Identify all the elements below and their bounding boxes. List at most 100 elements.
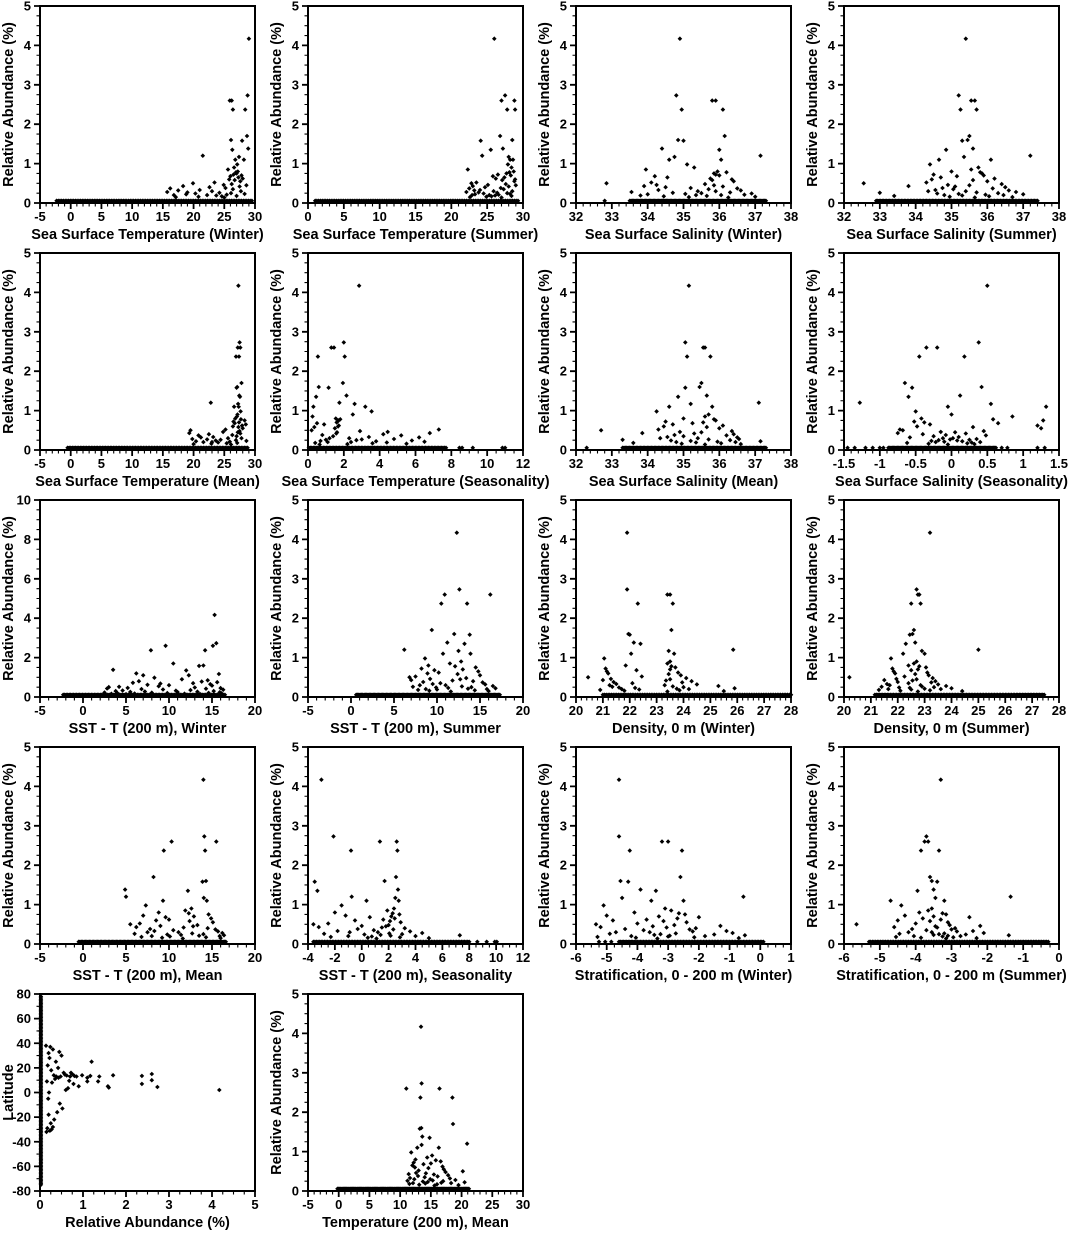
y-axis-label: Relative Abundance (%) — [537, 22, 553, 187]
y-tick-label: 2 — [292, 117, 299, 132]
x-tick-label: 12 — [516, 950, 530, 965]
y-axis-label: Latitude — [1, 1064, 17, 1120]
y-tick-label: 3 — [560, 77, 567, 92]
x-tick-label: 0.5 — [978, 456, 996, 471]
y-tick-label: 2 — [24, 858, 31, 873]
x-tick-label: 37 — [748, 209, 762, 224]
x-tick-label: 34 — [908, 209, 923, 224]
plot-frame — [843, 499, 1060, 698]
x-tick-label: 5 — [390, 703, 397, 718]
x-tick-label: 21 — [596, 703, 610, 718]
x-tick-label: 25 — [480, 209, 494, 224]
y-tick-label: 0 — [560, 196, 567, 211]
y-axis-label: Relative Abundance (%) — [805, 763, 821, 928]
x-tick-label: 22 — [623, 703, 637, 718]
subplot-temperature-200m-mean: -5 0 5 10 15 20 25 30 0 1 2 3 4 5 Temperature (200 m),… — [268, 987, 536, 1235]
y-tick-label: 5 — [560, 246, 567, 261]
scatter-points — [854, 777, 1051, 945]
y-tick-label: 0 — [560, 690, 567, 705]
x-tick-label: 5 — [122, 950, 129, 965]
y-tick-label: 4 — [292, 285, 300, 300]
subplot-sss-seasonality: -1.5 -1 -0.5 0 0.5 1 1.5 0 1 2 3 4 5 Sea Surface Sali… — [804, 246, 1072, 494]
y-axis-label: Relative Abundance (%) — [537, 516, 553, 681]
x-tick-label: -6 — [838, 950, 850, 965]
x-tick-label: -5 — [302, 703, 314, 718]
y-tick-label: 1 — [560, 403, 567, 418]
x-tick-label: 10 — [489, 950, 503, 965]
y-tick-label: 1 — [24, 403, 31, 418]
subplot-sst-t200-summer: -5 0 5 10 15 20 0 1 2 3 4 5 SST - T (200 m), Summer R… — [268, 493, 536, 741]
x-tick-label: 35 — [676, 456, 690, 471]
subplot-stratification-summer-svg: -6 -5 -4 -3 -2 -1 0 0 1 2 3 4 5 Stratification, 0 - 2… — [805, 740, 1067, 985]
y-axis-label: Relative Abundance (%) — [269, 1010, 285, 1175]
x-tick-label: 36 — [980, 209, 994, 224]
x-tick-label: 6 — [439, 950, 446, 965]
y-tick-label: 3 — [560, 571, 567, 586]
y-tick-label: 4 — [24, 38, 32, 53]
y-tick-label: 5 — [828, 246, 835, 261]
x-tick-label: 0 — [79, 950, 86, 965]
x-tick-label: 37 — [1016, 209, 1030, 224]
scatter-points — [65, 283, 250, 451]
x-tick-label: 35 — [676, 209, 690, 224]
y-tick-label: 3 — [24, 324, 31, 339]
major-ticks — [34, 5, 256, 209]
subplot-latitude-vs-abundance-svg: 0 1 2 3 4 5 -80 -60 -40 -20 0 20 40 60 80 Relative Abun… — [1, 987, 259, 1232]
x-tick-label: 5 — [340, 209, 347, 224]
x-tick-label: -2 — [982, 950, 994, 965]
subplot-sst-winter: -5 0 5 10 15 20 25 30 0 1 2 3 4 5 Sea Surface Temperat… — [0, 0, 268, 247]
plot-frame — [843, 252, 1060, 451]
y-tick-label: 2 — [560, 611, 567, 626]
x-tick-label: -3 — [946, 950, 958, 965]
subplot-stratification-winter: -6 -5 -4 -3 -2 -1 0 1 0 1 2 3 4 5 Stratification, 0 - … — [536, 740, 804, 988]
plot-frame — [307, 5, 524, 204]
y-tick-label: 20 — [17, 1060, 31, 1075]
x-tick-label: 35 — [944, 209, 958, 224]
y-tick-label: 5 — [560, 493, 567, 508]
minor-ticks — [304, 756, 517, 948]
x-tick-label: 32 — [569, 209, 583, 224]
plot-frame — [843, 746, 1060, 945]
x-tick-label: 5 — [98, 456, 105, 471]
x-tick-label: 12 — [516, 456, 530, 471]
x-tick-label: 21 — [864, 703, 878, 718]
x-tick-label: -4 — [302, 950, 314, 965]
minor-ticks — [304, 15, 517, 207]
y-tick-label: 2 — [24, 650, 31, 665]
x-tick-label: 26 — [730, 703, 744, 718]
y-tick-label: 0 — [292, 937, 299, 952]
x-tick-label: 30 — [516, 209, 530, 224]
plot-frame — [39, 993, 256, 1192]
x-tick-label: -5 — [302, 1197, 314, 1212]
scatter-points — [584, 283, 769, 451]
y-tick-label: 5 — [560, 740, 567, 755]
subplot-sst-seasonality: 0 2 4 6 8 10 12 0 1 2 3 4 5 Sea Surface Temperature (… — [268, 246, 550, 494]
y-tick-label: 2 — [828, 117, 835, 132]
scatter-points — [353, 530, 503, 698]
y-tick-label: 3 — [292, 571, 299, 586]
y-axis-label: Relative Abundance (%) — [1, 22, 17, 187]
y-axis-label: Relative Abundance (%) — [269, 269, 285, 434]
y-tick-label: 4 — [828, 532, 836, 547]
x-tick-label: 28 — [1052, 703, 1066, 718]
scatter-points — [306, 283, 508, 451]
y-tick-label: 2 — [292, 1105, 299, 1120]
x-axis-label: Sea Surface Temperature (Summer) — [293, 227, 539, 243]
x-tick-label: -5 — [601, 950, 613, 965]
y-tick-label: 0 — [828, 690, 835, 705]
x-tick-label: 10 — [430, 703, 444, 718]
y-tick-label: 0 — [24, 196, 31, 211]
x-tick-label: 10 — [372, 209, 386, 224]
scatter-points — [593, 777, 766, 945]
x-tick-label: 22 — [891, 703, 905, 718]
x-tick-label: 1 — [787, 950, 794, 965]
x-tick-label: 4 — [208, 1197, 216, 1212]
x-tick-label: -4 — [632, 950, 644, 965]
y-tick-label: 0 — [24, 443, 31, 458]
y-tick-label: 5 — [24, 740, 31, 755]
y-axis-label: Relative Abundance (%) — [1, 516, 17, 681]
